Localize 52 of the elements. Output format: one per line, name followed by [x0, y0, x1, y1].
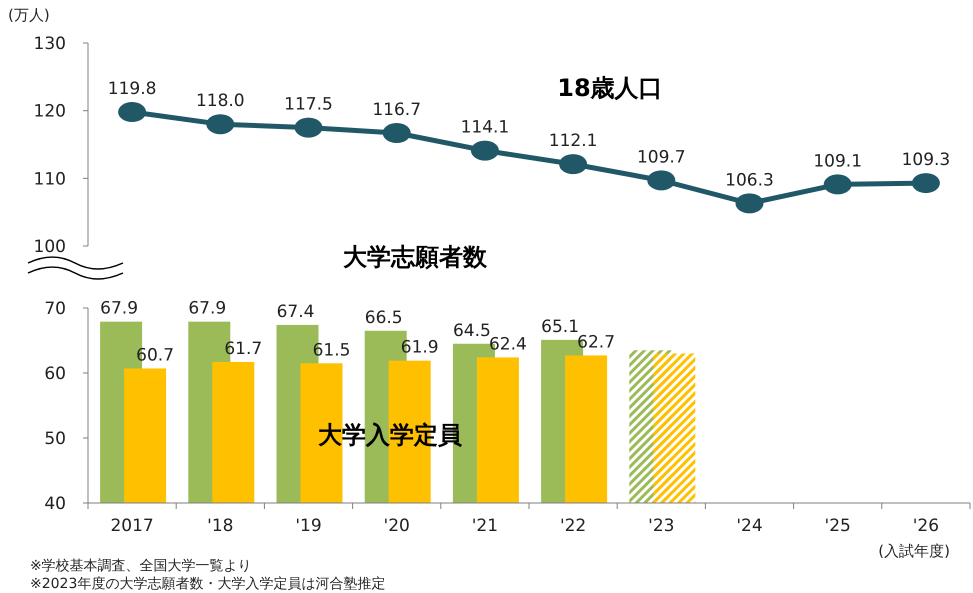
x-tick-label: '23 [648, 516, 674, 536]
data-label: 116.7 [372, 100, 422, 120]
x-tick-label: '18 [207, 516, 234, 536]
point [206, 114, 234, 134]
data-label: 109.1 [813, 151, 862, 172]
data-label: 67.9 [188, 298, 226, 319]
point [736, 193, 764, 214]
y-tick-label: 40 [44, 494, 66, 514]
data-label: 64.5 [452, 320, 491, 341]
y-axis-title: (万人) [8, 6, 50, 24]
y-tick-label: 70 [44, 299, 66, 319]
x-tick-label: '19 [295, 516, 322, 536]
data-label: 118.0 [196, 91, 245, 112]
point [559, 154, 588, 174]
text: 18歳人口 [557, 74, 663, 102]
y-tick-label: 110 [34, 169, 66, 190]
point [118, 102, 146, 122]
x-tick-label: '22 [560, 516, 586, 536]
data-label: 114.1 [460, 118, 510, 138]
data-label: 62.4 [488, 334, 527, 354]
point [294, 118, 322, 138]
y-tick-label: 130 [34, 34, 66, 54]
text: ※2023年度の大学志願者数・大学入学定員は河合塾推定 [30, 576, 386, 592]
x-tick-label: '21 [472, 516, 498, 536]
data-label: 119.8 [108, 79, 156, 100]
y-tick-label: 60 [44, 364, 66, 384]
y-tick-label: 100 [34, 237, 66, 257]
x-axis-title: (入試年度) [878, 542, 950, 560]
data-label: 67.9 [100, 298, 138, 319]
x-tick-label: 2017 [110, 516, 154, 536]
data-label: 109.7 [636, 147, 686, 168]
point [824, 174, 852, 194]
data-label: 117.5 [284, 94, 333, 115]
data-label: 65.1 [541, 316, 580, 337]
y-tick-label: 120 [34, 102, 66, 122]
data-label: 109.3 [902, 150, 950, 170]
x-tick-label: '25 [824, 516, 851, 536]
text: ※学校基本調査、全国大学一覧より [30, 558, 252, 574]
data-label: 62.7 [577, 332, 616, 352]
point [647, 170, 676, 190]
x-tick-label: '26 [912, 516, 940, 536]
x-tick-label: '20 [384, 516, 410, 536]
text: 大学志願者数 [343, 243, 488, 271]
point [912, 173, 940, 194]
data-label: 112.1 [548, 131, 598, 152]
data-label: 66.5 [364, 308, 403, 328]
point [470, 140, 499, 161]
data-label: 106.3 [725, 170, 774, 190]
y-tick-label: 50 [44, 429, 66, 449]
point [382, 122, 411, 143]
data-label: 67.4 [276, 302, 314, 322]
x-tick-label: '24 [736, 516, 763, 536]
